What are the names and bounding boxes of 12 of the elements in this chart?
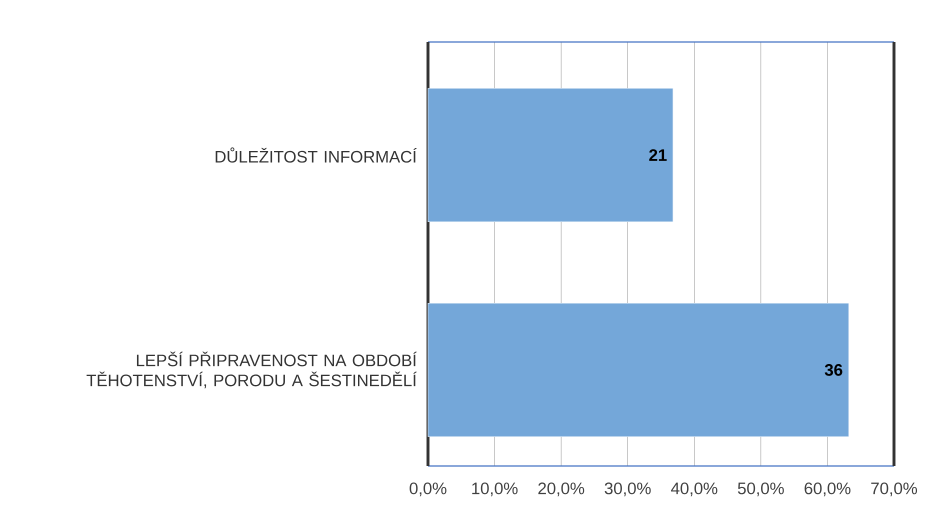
x-tick-label: 60,0% bbox=[804, 482, 850, 496]
x-tick-label: 50,0% bbox=[738, 482, 784, 496]
y-tick-label: LEPŠÍ PŘIPRAVENOST NA OBDOBÍ TĚHOTENSTVÍ, PORODU A ŠESTINEDĚLÍ bbox=[86, 352, 417, 388]
annotation: 36 bbox=[824, 364, 842, 376]
x-tick-label: 70,0% bbox=[871, 482, 918, 496]
y-tick-label: DŮLEŽITOST INFORMACÍ bbox=[216, 147, 417, 163]
annotation: 21 bbox=[649, 149, 667, 161]
x-tick-label: 40,0% bbox=[671, 482, 718, 496]
x-tick-label: 0,0% bbox=[410, 482, 446, 496]
x-tick-label: 20,0% bbox=[538, 482, 584, 496]
x-tick-label: 30,0% bbox=[604, 482, 651, 496]
x-tick-label: 10,0% bbox=[472, 482, 518, 496]
